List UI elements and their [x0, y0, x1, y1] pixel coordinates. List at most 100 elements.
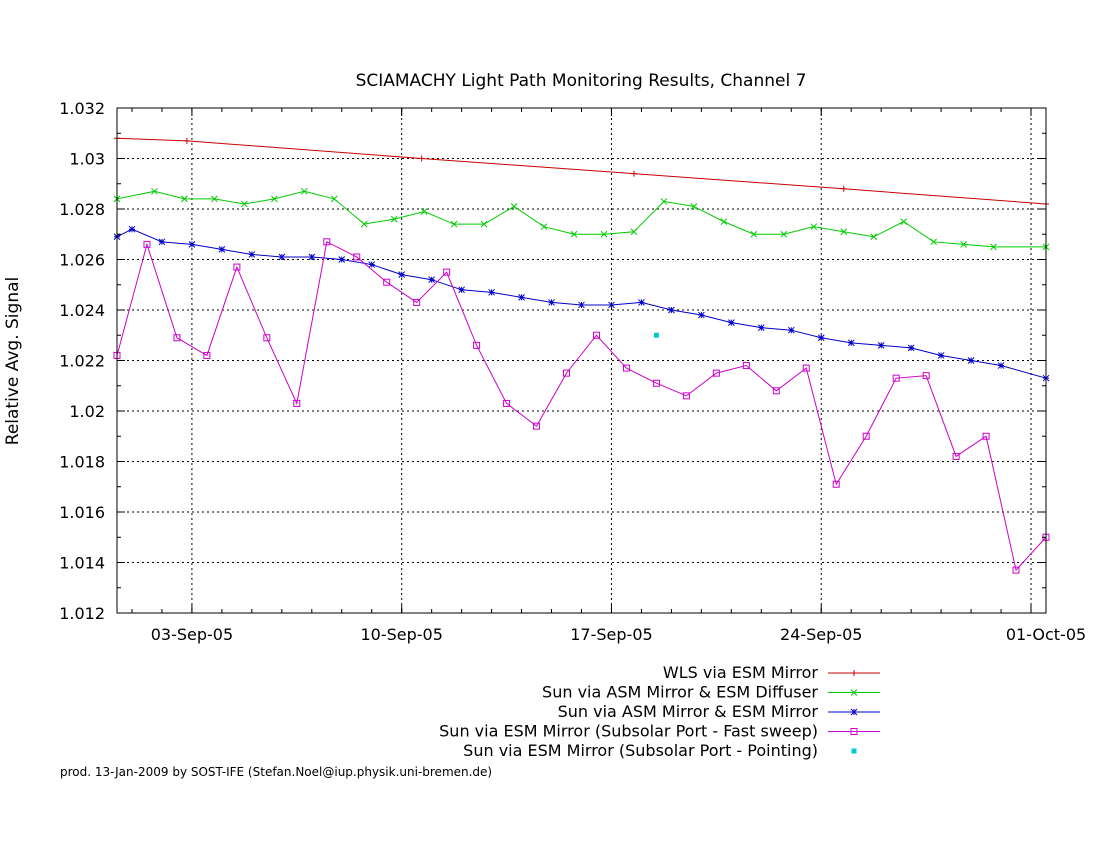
data-point: [450, 220, 458, 228]
data-point: [630, 170, 637, 177]
series-4: [113, 238, 1050, 574]
data-point: [982, 432, 990, 440]
data-point: [218, 246, 226, 253]
data-point: [488, 288, 495, 296]
data-point: [832, 480, 840, 488]
data-point: [720, 218, 728, 225]
data-point: [248, 251, 256, 258]
y-tick-label: 1.024: [59, 301, 105, 320]
data-point: [1012, 566, 1020, 574]
data-point: [742, 362, 750, 370]
data-point: [668, 306, 675, 314]
data-point: [802, 364, 810, 372]
data-point: [300, 187, 308, 195]
data-point: [787, 326, 795, 334]
data-point: [473, 341, 481, 349]
data-point: [907, 344, 915, 352]
data-point: [817, 334, 825, 342]
data-point: [398, 271, 406, 279]
data-point: [960, 240, 967, 248]
series-3: [113, 225, 1050, 382]
data-point: [413, 298, 421, 306]
data-point: [937, 352, 945, 359]
data-point: [533, 422, 541, 430]
data-point: [967, 357, 975, 364]
data-point: [712, 369, 720, 377]
data-point: [727, 319, 735, 326]
data-point: [638, 299, 645, 306]
data-point: [750, 230, 758, 238]
data-point: [360, 220, 368, 228]
y-tick-label: 1.014: [59, 554, 105, 573]
data-point: [578, 301, 585, 309]
data-point: [181, 195, 188, 203]
data-point: [443, 268, 451, 276]
x-tick-label: 01-Oct-05: [1006, 625, 1086, 644]
legend-label: Sun via ESM Mirror (Subsolar Port - Poin…: [463, 741, 818, 760]
data-point: [630, 228, 638, 236]
legend-label: Sun via ESM Mirror (Subsolar Port - Fast…: [439, 722, 818, 741]
data-point: [518, 294, 525, 301]
series-layer: [113, 135, 1050, 574]
data-point: [851, 670, 857, 676]
data-point: [330, 195, 338, 203]
plot-frame: [116, 107, 1047, 614]
y-tick-label: 1.016: [59, 503, 105, 522]
x-tick-label: 17-Sep-05: [570, 625, 652, 644]
data-point: [653, 332, 659, 338]
footer-credit: prod. 13-Jan-2009 by SOST-IFE (Stefan.No…: [60, 765, 492, 779]
data-point: [600, 230, 608, 238]
data-point: [862, 432, 870, 440]
data-point: [241, 200, 248, 208]
series-line: [116, 228, 1047, 379]
data-point: [757, 324, 765, 332]
series-line: [116, 137, 1047, 205]
data-point: [850, 708, 858, 716]
data-point: [851, 748, 857, 754]
data-point: [810, 223, 818, 231]
data-point: [690, 203, 698, 210]
data-point: [652, 379, 660, 387]
data-point: [183, 137, 190, 144]
data-point: [592, 331, 600, 339]
x-tick-label: 03-Sep-05: [151, 625, 233, 644]
data-point: [563, 369, 571, 377]
data-point: [877, 341, 885, 349]
data-point: [682, 392, 690, 400]
data-point: [338, 256, 346, 263]
data-point: [420, 208, 428, 215]
x-tick-label: 10-Sep-05: [360, 625, 442, 644]
data-point: [840, 185, 847, 192]
data-point: [870, 233, 878, 241]
data-point: [892, 374, 900, 382]
data-point: [847, 339, 855, 347]
data-point: [570, 230, 578, 238]
legend-label: Sun via ASM Mirror & ESM Mirror: [558, 702, 819, 721]
legend-label: WLS via ESM Mirror: [663, 663, 819, 682]
y-tick-label: 1.028: [59, 200, 105, 219]
data-point: [353, 253, 361, 261]
data-point: [428, 276, 436, 284]
data-point: [698, 311, 705, 319]
y-tick-label: 1.022: [59, 352, 105, 371]
data-point: [997, 362, 1005, 369]
data-point: [418, 155, 425, 162]
y-tick-label: 1.02: [69, 402, 105, 421]
y-tick-label: 1.032: [59, 99, 105, 118]
data-point: [158, 238, 166, 246]
data-point: [930, 238, 937, 246]
series-5: [653, 332, 659, 338]
y-axis-label: Relative Avg. Signal: [3, 277, 23, 445]
data-point: [308, 253, 316, 261]
legend-label: Sun via ASM Mirror & ESM Diffuser: [542, 683, 818, 702]
data-point: [840, 228, 848, 236]
data-point: [368, 261, 376, 268]
data-point: [458, 286, 465, 294]
data-point: [151, 187, 158, 195]
data-point: [263, 334, 271, 342]
data-point: [173, 334, 181, 342]
x-tick-label: 24-Sep-05: [780, 625, 862, 644]
data-point: [608, 301, 615, 309]
